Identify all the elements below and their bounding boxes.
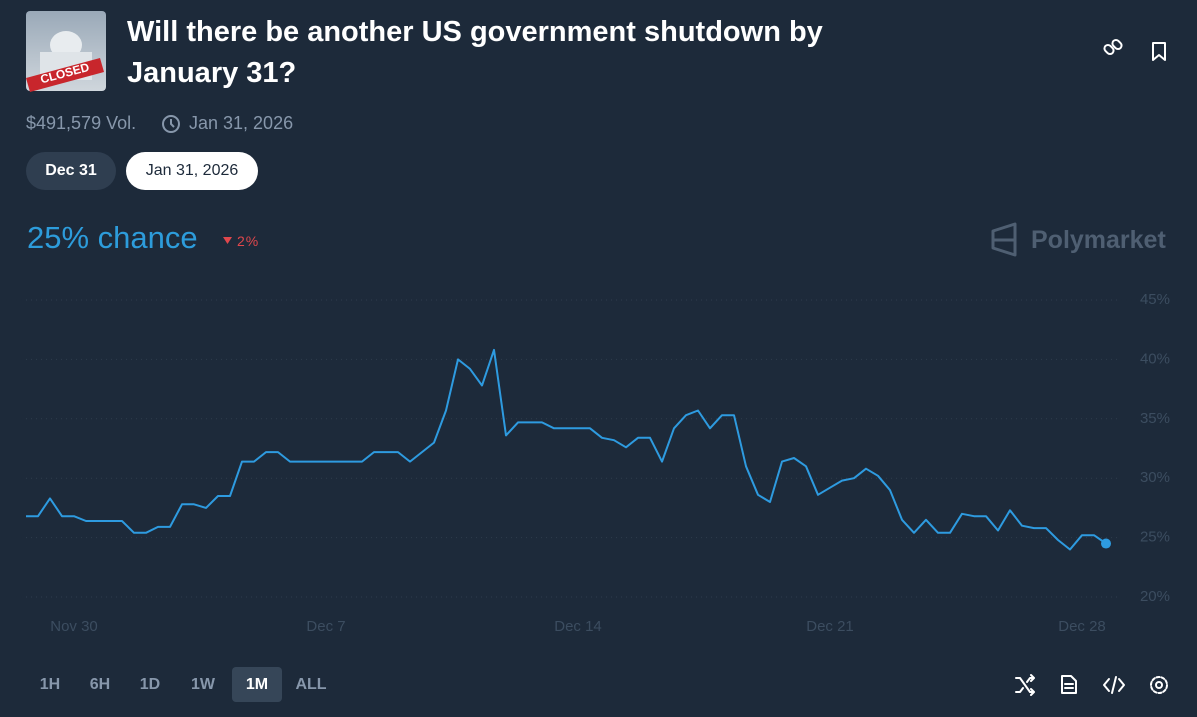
date-tab-selected[interactable]: Jan 31, 2026 (126, 152, 258, 190)
volume: $491,579 Vol. (26, 113, 137, 133)
bookmark-icon[interactable] (1152, 42, 1166, 61)
brand-logo (991, 222, 1017, 257)
embed-icon[interactable] (1103, 676, 1125, 694)
x-tick-label: Dec 7 (306, 618, 345, 635)
last-point (1101, 538, 1111, 549)
range-button[interactable]: ALL (295, 676, 327, 693)
range-button[interactable]: 6H (89, 676, 111, 693)
range-button[interactable]: 1M (245, 676, 269, 693)
range-button[interactable]: 1H (39, 676, 61, 693)
end-date: Jan 31, 2026 (189, 113, 294, 133)
clock-icon (162, 115, 180, 133)
doc-icon[interactable] (1061, 675, 1077, 694)
y-tick-label: 40% (1140, 350, 1170, 367)
down-icon (223, 237, 232, 244)
y-tick-label: 20% (1140, 588, 1170, 605)
x-tick-label: Dec 28 (1058, 618, 1106, 635)
clock-hands (170, 119, 175, 128)
y-tick-label: 45% (1140, 291, 1170, 308)
price-line (26, 348, 1107, 551)
brand: Polymarket (1031, 226, 1166, 254)
change: 2% (237, 233, 260, 249)
x-tick-label: Dec 14 (554, 618, 602, 635)
y-tick-label: 25% (1140, 529, 1170, 546)
settings-icon[interactable] (1155, 681, 1163, 689)
y-tick-label: 30% (1140, 469, 1170, 486)
date-tab[interactable]: Dec 31 (26, 152, 116, 190)
range-selected-bg (232, 667, 282, 702)
shuffle-icon[interactable] (1015, 674, 1035, 696)
x-tick-label: Nov 30 (50, 618, 98, 635)
market-title: Will there be another US government shut… (127, 16, 823, 89)
closed-banner (26, 58, 104, 92)
link-icon[interactable] (1103, 38, 1123, 56)
range-button[interactable]: 1W (191, 676, 215, 693)
y-tick-label: 35% (1140, 410, 1170, 427)
chance: 25% chance (27, 220, 198, 255)
settings-ring[interactable] (1150, 676, 1168, 694)
x-tick-label: Dec 21 (806, 618, 854, 635)
range-button[interactable]: 1D (139, 676, 161, 693)
